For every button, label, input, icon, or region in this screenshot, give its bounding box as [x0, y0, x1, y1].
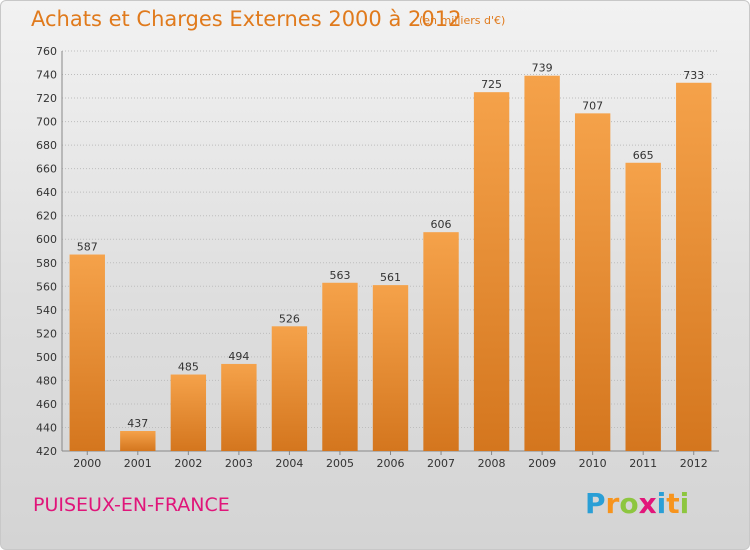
y-tick-label: 500 — [36, 351, 57, 364]
data-label-2001: 437 — [127, 417, 148, 430]
y-tick-label: 600 — [36, 233, 57, 246]
bar-2011 — [625, 162, 661, 451]
data-label-2011: 665 — [633, 149, 654, 162]
bar-2008 — [473, 92, 510, 452]
x-tick-label-2001: 2001 — [124, 457, 152, 470]
y-tick-label: 620 — [36, 210, 57, 223]
x-tick-label-2004: 2004 — [275, 457, 303, 470]
y-tick-label: 440 — [36, 421, 57, 434]
y-tick-label: 520 — [36, 327, 57, 340]
bar-2004 — [271, 326, 308, 451]
bar-2007 — [423, 232, 459, 451]
data-label-2000: 587 — [77, 241, 98, 254]
x-tick-label-2005: 2005 — [326, 457, 354, 470]
data-label-2005: 563 — [329, 269, 350, 282]
proxiti-logo: Proxiti — [585, 487, 689, 520]
y-tick-label: 680 — [36, 139, 57, 152]
y-tick-label: 560 — [36, 280, 57, 293]
y-tick-label: 740 — [36, 69, 57, 82]
logo-letter: i — [656, 487, 667, 520]
x-tick-labels: 2000 2001 2002 2003 2004 2005 2006 2007 2008 2009… — [73, 457, 707, 470]
data-label-2010: 707 — [582, 99, 603, 112]
logo-letter: i — [679, 487, 690, 520]
data-label-2008: 725 — [481, 78, 502, 91]
chart-title: Achats et Charges Externes 2000 à 2012 — [31, 7, 462, 31]
y-tick-label: 660 — [36, 163, 57, 176]
y-tick-label: 480 — [36, 374, 57, 387]
x-tick-label-2002: 2002 — [174, 457, 202, 470]
data-label-2002: 485 — [178, 361, 199, 374]
data-label-2009: 739 — [532, 62, 553, 75]
bar-2012 — [676, 82, 712, 451]
y-tick-labels: 420 440 460 480 500 520 540 560 580 600 620 640 660 6… — [36, 45, 57, 458]
data-label-2007: 606 — [431, 218, 452, 231]
y-tick-label: 640 — [36, 186, 57, 199]
bar-2006 — [372, 285, 409, 451]
y-tick-label: 460 — [36, 398, 57, 411]
bar-2002 — [170, 374, 207, 451]
data-labels: 587 437 485 494 526 563 561 606 725 739 707 665 733 — [77, 62, 704, 430]
x-tick-label-2010: 2010 — [579, 457, 607, 470]
bar-2009 — [524, 75, 560, 452]
bar-2003 — [221, 363, 257, 451]
data-label-2003: 494 — [228, 350, 249, 363]
x-tick-label-2008: 2008 — [478, 457, 506, 470]
x-tick-label-2012: 2012 — [680, 457, 708, 470]
data-label-2004: 526 — [279, 312, 300, 325]
data-label-2006: 561 — [380, 271, 401, 284]
y-tick-label: 760 — [36, 45, 57, 58]
bar-2005 — [322, 282, 358, 451]
logo-letter: o — [619, 487, 639, 520]
x-tick-label-2000: 2000 — [73, 457, 101, 470]
chart-subtitle: (en milliers d'€) — [419, 14, 506, 27]
y-tick-label: 580 — [36, 257, 57, 270]
y-tick-label: 720 — [36, 92, 57, 105]
bars — [69, 75, 712, 452]
y-tick-label: 700 — [36, 116, 57, 129]
logo-letter: x — [638, 487, 657, 520]
y-tick-label: 540 — [36, 304, 57, 317]
x-tick-label-2006: 2006 — [377, 457, 405, 470]
logo-letter: t — [666, 487, 680, 520]
bar-2010 — [574, 113, 611, 452]
x-tick-label-2011: 2011 — [629, 457, 657, 470]
x-tick-label-2007: 2007 — [427, 457, 455, 470]
logo-letter: r — [605, 487, 620, 520]
data-label-2012: 733 — [683, 69, 704, 82]
city-name: PUISEUX-EN-FRANCE — [33, 494, 230, 516]
bar-2000 — [69, 254, 105, 451]
x-tick-label-2003: 2003 — [225, 457, 253, 470]
x-tick-label-2009: 2009 — [528, 457, 556, 470]
y-tick-label: 420 — [36, 445, 57, 458]
bar-2001 — [120, 431, 156, 451]
logo-letter: P — [585, 487, 606, 520]
